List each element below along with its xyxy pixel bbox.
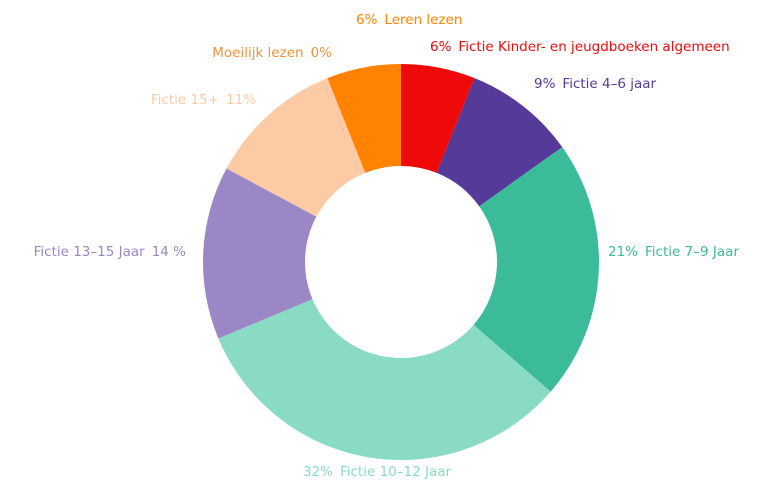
donut-segment <box>226 78 366 217</box>
donut-segment <box>327 64 401 173</box>
donut-segment <box>436 78 563 207</box>
value-label: 21% <box>608 244 638 260</box>
category-label: Fictie 13–15 Jaar <box>34 244 146 260</box>
slice-label: 21% Fictie 7–9 Jaar <box>608 244 739 260</box>
slice-label: 9% Fictie 4–6 jaar <box>534 76 657 92</box>
donut-segment <box>473 147 600 392</box>
slice-label: 6% Leren lezen <box>356 12 462 28</box>
value-label: 11% <box>226 92 256 108</box>
category-label: Fictie 10–12 Jaar <box>340 464 452 480</box>
value-label: 6% <box>356 12 378 28</box>
donut-segment <box>218 299 551 460</box>
slice-label: 32% Fictie 10–12 Jaar <box>303 464 452 480</box>
category-label: Fictie 15+ <box>151 92 219 108</box>
category-label: Leren lezen <box>384 12 462 28</box>
category-label: Fictie 4–6 jaar <box>562 76 656 92</box>
category-label: Fictie 7–9 Jaar <box>645 244 739 260</box>
donut-segment <box>401 64 475 173</box>
value-label: 32% <box>303 464 333 480</box>
slice-label: Fictie 15+ 11% <box>151 92 256 108</box>
value-label: 14 % <box>152 244 186 260</box>
donut-segment <box>203 168 317 339</box>
slice-label: 6% Fictie Kinder- en jeugdboeken algemeen <box>430 39 730 55</box>
value-label: 6% <box>430 39 452 55</box>
slice-label: Fictie 13–15 Jaar 14 % <box>34 244 187 260</box>
category-label: Fictie Kinder- en jeugdboeken algemeen <box>458 39 729 55</box>
slice-label: Moeilijk lezen 0% <box>212 45 332 61</box>
value-label: 9% <box>534 76 556 92</box>
value-label: 0% <box>311 45 333 61</box>
category-label: Moeilijk lezen <box>212 45 303 61</box>
